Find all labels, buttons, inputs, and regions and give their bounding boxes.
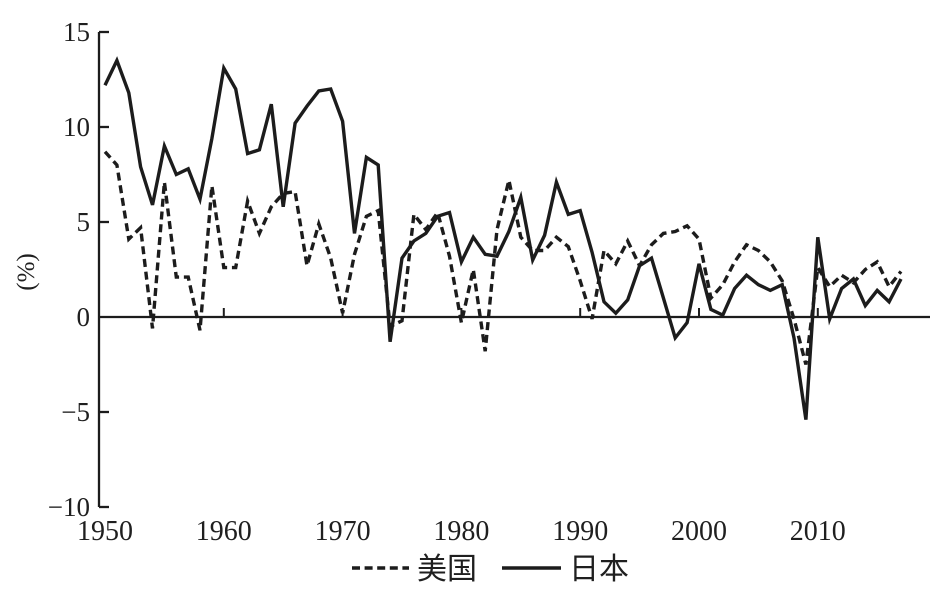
y-tick-label: 0 bbox=[77, 302, 91, 332]
x-tick-label: 1980 bbox=[433, 516, 489, 547]
y-tick-label: −5 bbox=[61, 397, 90, 427]
y-axis-title: (%) bbox=[13, 253, 40, 290]
x-tick-label: 1960 bbox=[196, 516, 252, 547]
x-tick-label: 1990 bbox=[552, 516, 608, 547]
legend-label-us: 美国 bbox=[417, 553, 477, 586]
axes bbox=[97, 30, 930, 509]
legend-label-japan: 日本 bbox=[569, 553, 629, 586]
y-tick-label: 10 bbox=[63, 112, 90, 142]
y-tick-label: 15 bbox=[63, 17, 90, 47]
legend: 美国 日本 bbox=[352, 553, 629, 586]
x-tick-label: 2000 bbox=[671, 516, 727, 547]
x-tick-label: 1950 bbox=[77, 516, 133, 547]
y-tick-label: 5 bbox=[77, 207, 91, 237]
series bbox=[103, 56, 903, 420]
series-line-japan bbox=[103, 56, 903, 420]
series-line-us bbox=[103, 150, 903, 365]
x-tick-label: 2010 bbox=[790, 516, 846, 547]
y-tick-label: −10 bbox=[48, 492, 90, 522]
x-tick-label: 1970 bbox=[315, 516, 371, 547]
